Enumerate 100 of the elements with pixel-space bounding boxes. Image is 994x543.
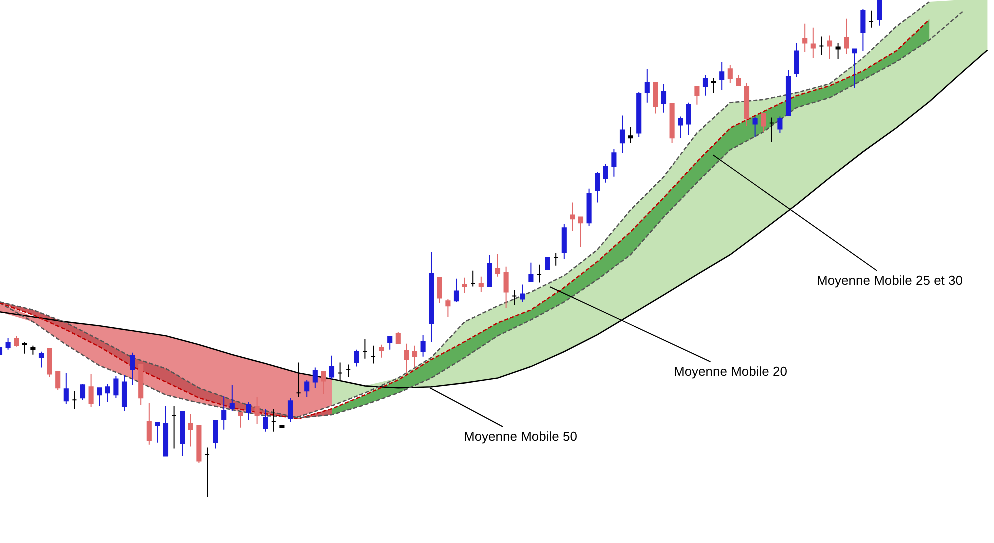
candlestick xyxy=(88,374,94,408)
candlestick xyxy=(702,74,708,96)
candlestick xyxy=(437,277,442,304)
candlestick xyxy=(64,372,69,405)
candlestick xyxy=(536,264,542,284)
candlestick xyxy=(263,408,268,432)
candlestick xyxy=(163,406,169,457)
candlestick xyxy=(844,18,850,55)
candlestick xyxy=(246,402,252,420)
candlestick xyxy=(404,343,410,374)
candlestick xyxy=(80,384,86,401)
candlestick xyxy=(172,406,177,450)
candlestick xyxy=(412,345,418,368)
candlestick xyxy=(720,62,725,90)
candlestick xyxy=(644,68,650,104)
candlestick xyxy=(487,254,492,288)
candlestick xyxy=(520,284,526,303)
annotation: Moyenne Mobile 25 et 30 xyxy=(817,273,963,288)
candlestick xyxy=(620,115,626,154)
candlestick xyxy=(138,364,144,406)
candlestick xyxy=(388,336,393,350)
candlestick xyxy=(586,188,592,227)
candlestick xyxy=(802,23,808,53)
candlestick xyxy=(312,367,318,389)
candlestick xyxy=(554,252,559,266)
candlestick xyxy=(728,64,733,84)
candlestick xyxy=(155,422,160,444)
candlestick xyxy=(819,36,824,56)
candlestick xyxy=(346,364,352,378)
candlestick xyxy=(877,0,882,26)
candlestick xyxy=(512,290,518,306)
candlestick xyxy=(238,412,244,428)
candlestick xyxy=(354,349,360,368)
candlestick xyxy=(288,398,294,422)
candlestick xyxy=(595,171,600,204)
annotation: Moyenne Mobile 50 xyxy=(464,429,578,444)
candlestick xyxy=(329,355,335,380)
candlestick xyxy=(761,113,766,133)
candlestick xyxy=(14,335,20,348)
candlestick xyxy=(827,35,833,60)
candlestick xyxy=(114,376,119,399)
candlestick xyxy=(836,42,841,60)
candlestick xyxy=(736,74,742,86)
candlestick xyxy=(470,270,476,288)
candlestick xyxy=(222,396,227,430)
candlestick xyxy=(528,262,534,282)
candlestick xyxy=(30,345,36,356)
candlestick xyxy=(545,256,550,270)
candlestick xyxy=(603,164,608,184)
candlestick xyxy=(321,371,326,395)
candlestick xyxy=(670,103,675,144)
candlestick xyxy=(420,334,426,358)
candlestick xyxy=(794,42,800,78)
candlestick xyxy=(778,116,783,134)
candlestick xyxy=(56,371,61,391)
candlestick xyxy=(786,70,792,116)
candlestick xyxy=(578,216,584,248)
candlestick xyxy=(370,345,376,364)
candlestick xyxy=(446,298,451,318)
candlestick xyxy=(711,78,716,94)
candlestick xyxy=(678,116,684,139)
annotation: Moyenne Mobile 20 xyxy=(674,364,788,379)
candlestick xyxy=(47,348,52,378)
candlestick xyxy=(6,337,11,350)
candlestick xyxy=(852,48,858,88)
candlestick xyxy=(570,202,576,232)
candlestick xyxy=(636,91,642,138)
candlestick xyxy=(429,251,434,342)
candlestick xyxy=(338,362,343,382)
candlestick xyxy=(612,148,617,178)
candlestick xyxy=(661,83,667,114)
candlestick xyxy=(562,224,567,260)
candlestick xyxy=(230,384,235,412)
candlestick xyxy=(204,447,210,498)
candlestick xyxy=(213,420,218,450)
candlestick xyxy=(22,341,28,354)
candlestick xyxy=(462,277,468,294)
candlestick xyxy=(379,344,384,358)
candlestick xyxy=(868,10,874,28)
candlestick xyxy=(180,412,186,457)
candlestick xyxy=(810,27,816,59)
candlestick xyxy=(38,351,44,368)
candlestick xyxy=(396,332,401,344)
candlestick xyxy=(188,414,194,448)
candlestick xyxy=(146,402,152,446)
candlestick xyxy=(686,102,692,136)
candlestick xyxy=(752,116,758,138)
candlestick xyxy=(504,266,509,309)
candlestick xyxy=(454,278,460,303)
candlestick xyxy=(744,82,750,127)
candlestick xyxy=(362,338,368,360)
candlestick xyxy=(860,8,866,52)
candlestick xyxy=(196,425,202,464)
candlestick xyxy=(769,117,774,143)
candlestick xyxy=(97,388,102,407)
candlestick xyxy=(280,425,285,428)
candlestick xyxy=(478,276,484,293)
candlestick xyxy=(271,408,276,432)
candlestick xyxy=(130,352,136,386)
candlestick xyxy=(653,82,658,114)
